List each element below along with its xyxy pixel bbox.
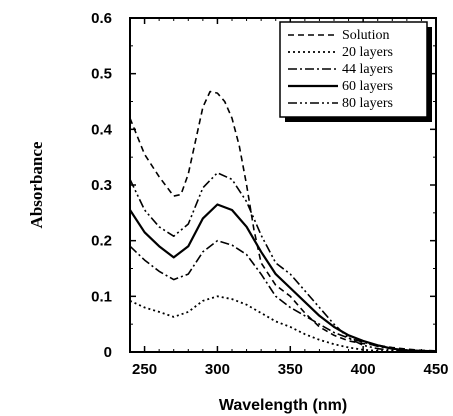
series-line-3: [130, 239, 436, 352]
y-tick-label: 0.3: [91, 177, 112, 194]
y-tick-label: 0.2: [91, 233, 112, 250]
x-tick-label: 350: [278, 361, 303, 378]
series-line-5: [130, 172, 436, 352]
x-axis-title: Wavelength (nm): [219, 397, 347, 414]
y-tick-label: 0.4: [91, 121, 113, 138]
legend-label: 80 layers: [342, 96, 393, 111]
y-tick-label: 0.6: [91, 10, 112, 27]
legend: Solution 20 layers 44 layers 60 layers 80 la…: [279, 21, 432, 122]
series-line-2: [130, 295, 436, 352]
series-line-4: [130, 203, 436, 352]
y-tick-label: 0.1: [91, 288, 112, 305]
y-axis-title: Absorbance: [27, 141, 46, 228]
x-tick-label: 300: [205, 361, 230, 378]
legend-label: 20 layers: [342, 45, 393, 60]
series-group: [130, 90, 436, 352]
legend-label: 60 layers: [342, 79, 393, 94]
legend-label: 44 layers: [342, 62, 393, 77]
legend-label: Solution: [342, 28, 389, 43]
x-tick-label: 450: [423, 361, 448, 378]
series-line-1: [130, 90, 436, 352]
x-tick-label: 400: [351, 361, 376, 378]
y-tick-label: 0.5: [91, 66, 112, 83]
y-tick-label: 0: [104, 344, 112, 361]
ticks-group: 250 300 350 400 450 0 0.1 0.2 0.3 0.4 0.5 0.6: [91, 10, 448, 378]
x-tick-label: 250: [132, 361, 157, 378]
legend-box: [279, 21, 428, 118]
